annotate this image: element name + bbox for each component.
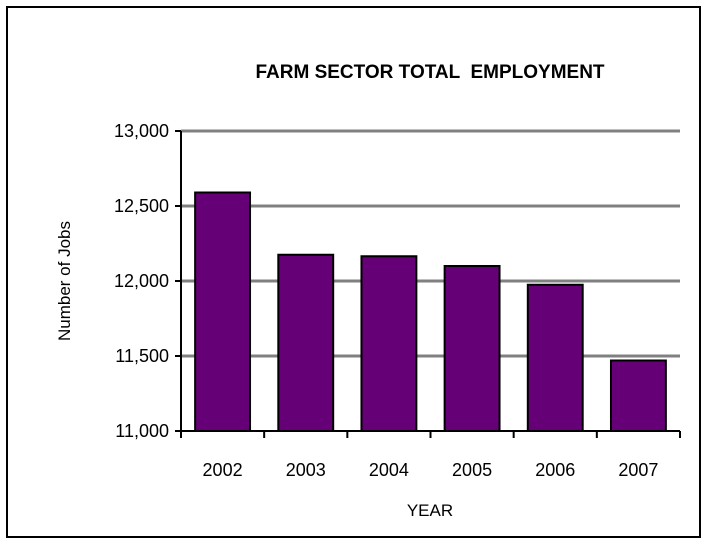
- bar-2006: [526, 283, 584, 432]
- y-tick-label-3: 12,500: [114, 196, 169, 216]
- x-tick-label-2003: 2003: [286, 460, 326, 480]
- bars: [194, 191, 667, 432]
- chart-frame: [6, 6, 701, 538]
- x-tick-labels: 2002 2003 2004 2005 2006 2007: [203, 460, 659, 480]
- bar-2007: [609, 359, 667, 432]
- axes: [175, 130, 681, 438]
- bar-2003: [277, 253, 335, 432]
- chart-title: FARM SECTOR TOTAL EMPLOYMENT: [255, 62, 604, 83]
- x-axis-label: YEAR: [407, 501, 453, 520]
- y-tick-labels: 11,000 11,500 12,000 12,500 13,000: [114, 121, 169, 441]
- x-tick-label-2007: 2007: [618, 460, 658, 480]
- y-tick-label-0: 11,000: [115, 421, 169, 441]
- gridlines: [181, 129, 680, 358]
- bar-2002: [194, 191, 252, 432]
- y-tick-label-4: 13,000: [114, 121, 169, 141]
- x-tick-label-2002: 2002: [203, 460, 243, 480]
- x-tick-label-2006: 2006: [535, 460, 575, 480]
- x-tick-label-2004: 2004: [369, 460, 409, 480]
- y-tick-label-2: 12,000: [114, 271, 169, 291]
- bar-2004: [360, 255, 418, 432]
- y-tick-label-1: 11,500: [115, 346, 169, 366]
- y-axis-label: Number of Jobs: [55, 221, 74, 341]
- x-tick-label-2005: 2005: [452, 460, 492, 480]
- bar-2005: [443, 265, 501, 432]
